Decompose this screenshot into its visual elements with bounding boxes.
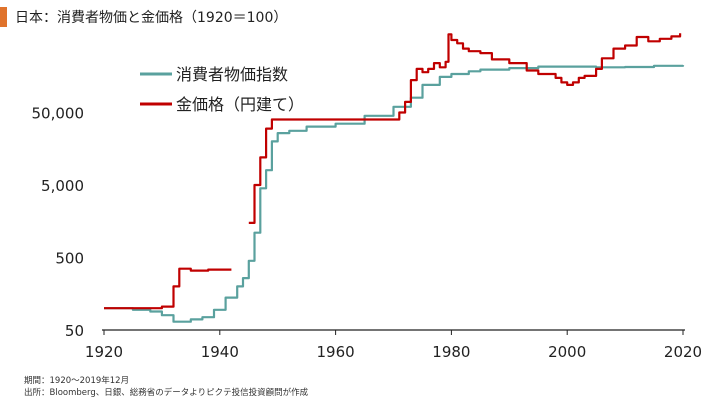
y-tick-label: 50,000 [32, 105, 85, 123]
x-tick-label: 2020 [664, 343, 702, 361]
chart-title: 日本：消費者物価と金価格（1920＝100） [0, 7, 287, 27]
footnote-source: 出所：Bloomberg、日銀、総務省のデータよりピクテ投信投資顧問が作成 [24, 388, 309, 398]
x-tick-label: 2000 [548, 343, 586, 361]
footnote-period: 期間：1920～2019年12月 [24, 376, 130, 386]
title-accent-bar [0, 7, 7, 27]
x-tick-label: 1980 [432, 343, 470, 361]
line-chart: 50 500 5,000 50,000 1920 1940 1960 1980 2000 2020… [32, 33, 702, 361]
x-tick-label: 1960 [317, 343, 355, 361]
series-line-cpi [104, 64, 685, 323]
legend-label-gold: 金価格（円建て） [176, 95, 304, 114]
x-tick-label: 1920 [85, 343, 123, 361]
y-tick-label: 5,000 [41, 177, 84, 195]
footnotes: 期間：1920～2019年12月 出所：Bloomberg、日銀、総務省のデータ… [24, 375, 308, 399]
x-tick-label: 1940 [201, 343, 239, 361]
series-line-gold [104, 33, 682, 310]
y-tick-label: 50 [65, 322, 84, 340]
y-tick-label: 500 [55, 250, 84, 268]
legend-label-cpi: 消費者物価指数 [176, 65, 288, 84]
chart-title-text: 日本：消費者物価と金価格（1920＝100） [15, 10, 288, 26]
